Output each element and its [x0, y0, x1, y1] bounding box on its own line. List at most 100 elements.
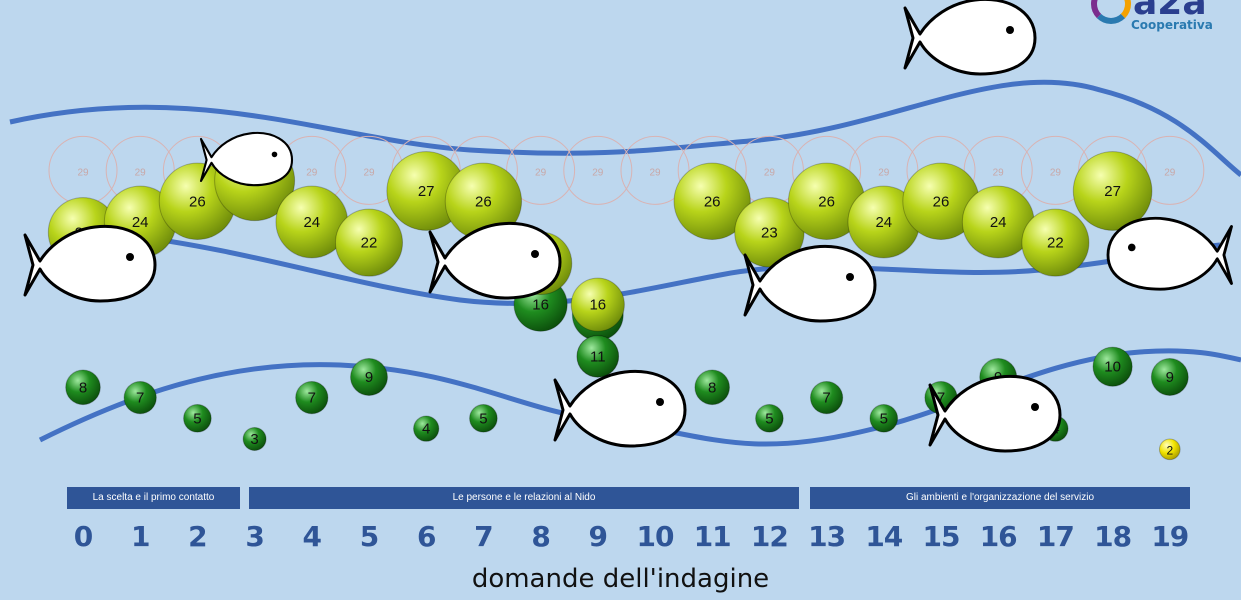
data-label: 22 — [361, 235, 378, 252]
data-bubble — [295, 381, 329, 415]
data-bubble — [1021, 208, 1090, 277]
data-bubble — [694, 369, 730, 406]
x-tick-label: 18 — [1094, 520, 1132, 553]
fish-icon — [428, 221, 562, 300]
section-bar-scelta: La scelta e il primo contatto — [67, 487, 240, 509]
data-label: 9 — [365, 369, 373, 386]
data-bubble — [123, 381, 157, 415]
data-label: 29 — [306, 167, 318, 178]
x-tick-label: 17 — [1036, 520, 1075, 553]
data-bubble — [1150, 358, 1189, 396]
data-label: 29 — [878, 167, 890, 178]
data-bubble — [350, 358, 388, 396]
x-tick-label: 7 — [474, 520, 493, 553]
data-bubble — [1092, 346, 1133, 387]
fish-icon — [903, 0, 1037, 76]
data-label: 24 — [303, 214, 320, 231]
data-label: 29 — [1164, 167, 1176, 178]
x-tick-label: 11 — [693, 520, 732, 553]
fish-icon — [23, 224, 157, 303]
data-bubble — [1072, 151, 1153, 231]
data-bubble — [570, 277, 625, 332]
data-label: 26 — [704, 193, 721, 210]
x-tick-label: 16 — [979, 520, 1018, 553]
x-tick-label: 4 — [302, 520, 322, 553]
logo-subtitle: Cooperativa — [1131, 18, 1213, 32]
data-label: 9 — [1166, 369, 1174, 386]
data-bubble — [1158, 438, 1181, 461]
x-tick-label: 6 — [416, 520, 436, 553]
data-bubble — [242, 427, 267, 451]
data-label: 29 — [535, 167, 547, 178]
data-bubble — [755, 404, 784, 433]
data-label: 4 — [422, 421, 430, 438]
data-label: 29 — [363, 167, 375, 178]
x-tick-label: 9 — [588, 520, 608, 553]
data-label: 8 — [708, 379, 716, 396]
data-label: 16 — [532, 297, 549, 314]
data-label: 26 — [189, 193, 206, 210]
data-label: 5 — [479, 410, 487, 427]
brand-logo: a2a Cooperativa — [1091, 0, 1241, 40]
data-label: 22 — [1047, 235, 1064, 252]
data-bubble — [334, 208, 404, 277]
ghost-bubble — [620, 135, 690, 205]
fish-icon — [553, 369, 687, 448]
data-label: 27 — [418, 183, 435, 200]
x-tick-label: 10 — [636, 520, 675, 553]
data-label: 5 — [193, 410, 201, 427]
fish-icon — [928, 374, 1062, 453]
fish-icon — [199, 131, 294, 187]
x-tick-label: 15 — [922, 520, 961, 553]
fish-icon — [743, 244, 877, 323]
x-tick-label: 19 — [1151, 520, 1189, 553]
x-tick-label: 8 — [531, 520, 550, 553]
data-label: 7 — [308, 390, 316, 407]
data-bubble — [183, 404, 212, 433]
data-label: 2 — [1166, 443, 1173, 457]
data-label: 7 — [822, 390, 830, 407]
data-label: 29 — [592, 167, 604, 178]
data-label: 23 — [761, 224, 778, 241]
x-tick-label: 13 — [808, 520, 846, 553]
data-label: 10 — [1104, 359, 1121, 376]
ghost-bubble — [506, 135, 576, 205]
x-tick-label: 2 — [188, 520, 207, 553]
x-tick-label: 1 — [130, 520, 150, 553]
data-label: 16 — [589, 297, 606, 314]
x-tick-label: 0 — [73, 520, 93, 553]
section-bar-ambienti: Gli ambienti e l'organizzazione del serv… — [810, 487, 1190, 509]
data-label: 29 — [77, 167, 89, 178]
fish-icon — [1106, 216, 1233, 291]
section-bar-persone: Le persone e le relazioni al Nido — [249, 487, 799, 509]
wave-line-top — [9, 79, 1241, 177]
data-label: 29 — [1050, 167, 1062, 178]
data-label: 26 — [818, 193, 835, 210]
data-label: 29 — [649, 167, 661, 178]
data-bubble — [469, 404, 498, 433]
data-label: 7 — [937, 390, 945, 407]
data-label: 26 — [933, 193, 950, 210]
data-label: 27 — [1104, 183, 1121, 200]
x-tick-label: 14 — [865, 520, 903, 553]
x-tick-label: 12 — [750, 520, 789, 553]
data-label: 26 — [475, 193, 492, 210]
data-bubble — [734, 197, 805, 268]
logo-text: a2a — [1133, 0, 1207, 23]
data-label: 11 — [590, 348, 606, 365]
data-bubble — [869, 404, 899, 433]
x-axis-label: domande dell'indagine — [471, 564, 770, 594]
data-label: 29 — [135, 167, 147, 178]
x-tick-label: 3 — [245, 520, 264, 553]
logo-ring-icon — [1091, 0, 1131, 24]
data-bubble — [576, 335, 620, 378]
data-label: 24 — [875, 214, 892, 231]
fish-decorations — [23, 0, 1233, 453]
data-bubble — [673, 162, 751, 240]
data-bubble — [65, 369, 101, 406]
data-bubble — [809, 381, 844, 415]
data-label: 29 — [993, 167, 1005, 178]
data-label: 7 — [136, 390, 144, 407]
data-label: 3 — [250, 431, 258, 448]
